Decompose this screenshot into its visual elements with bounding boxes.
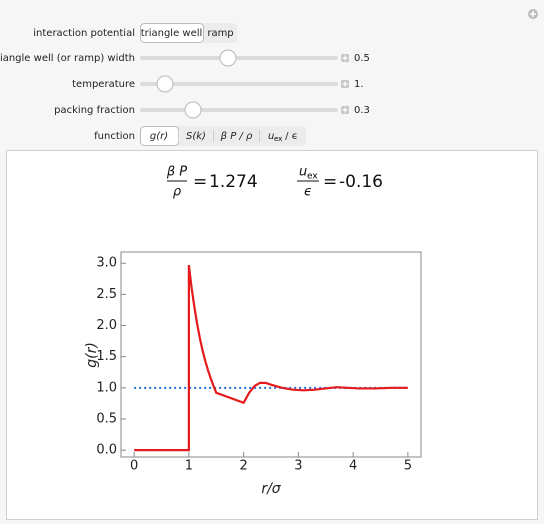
energy-value: -0.16 <box>339 172 383 192</box>
equals: = <box>193 172 207 192</box>
option-button[interactable]: triangle well <box>141 28 203 39</box>
fraction-subscript: ex <box>307 172 318 182</box>
plot-frame <box>120 251 422 458</box>
slider-track <box>140 56 338 60</box>
slider-label: triangle well (or ramp) width <box>0 53 135 64</box>
fraction-denominator: ϵ <box>304 185 312 200</box>
slider-plus-sign <box>342 81 348 87</box>
button-selected[interactable] <box>140 23 204 43</box>
option-button[interactable]: S(k) <box>186 131 206 142</box>
x-tick-label: 2 <box>239 459 247 474</box>
slider-thumb[interactable] <box>219 49 237 67</box>
fraction-denominator: ρ <box>173 185 182 200</box>
y-tick-label: 2.5 <box>96 287 117 302</box>
y-tick-label: 2.0 <box>96 318 117 333</box>
button-group <box>140 126 306 146</box>
x-axis-label: r/σ <box>261 481 281 497</box>
slider-plus-sign <box>342 107 348 113</box>
fraction-numerator: β P <box>166 165 187 180</box>
y-tick-label: 1.5 <box>96 349 117 364</box>
x-tick-label: 1 <box>185 459 193 474</box>
y-tick-label: 3.0 <box>96 256 117 271</box>
equals: = <box>323 172 337 192</box>
y-tick-label: 0.5 <box>96 411 117 426</box>
pressure-value: 1.274 <box>209 172 258 192</box>
control-label: function <box>94 131 135 142</box>
data-line <box>134 264 408 452</box>
y-tick-label: 1.0 <box>96 380 117 395</box>
option-button[interactable]: g(r) <box>150 131 168 142</box>
x-tick-label: 4 <box>349 459 357 474</box>
option-button[interactable]: / ϵ <box>282 131 298 142</box>
option-button[interactable]: β P / ρ <box>220 131 253 142</box>
options-icon-plus <box>530 11 536 17</box>
x-tick-label: 0 <box>130 459 138 474</box>
slider-thumb[interactable] <box>184 101 202 119</box>
x-tick-label: 5 <box>404 459 412 474</box>
slider-value: 1. <box>354 79 364 90</box>
x-tick-label: 3 <box>294 459 302 474</box>
fraction-numerator: u <box>299 165 307 180</box>
y-tick-label: 0.0 <box>96 443 117 458</box>
slider-plus-sign <box>342 55 348 61</box>
slider-label: packing fraction <box>54 105 135 116</box>
option-button[interactable]: u <box>268 131 274 142</box>
option-button[interactable]: ramp <box>207 28 233 39</box>
slider-label: temperature <box>72 79 135 90</box>
slider-thumb[interactable] <box>156 75 174 93</box>
slider-track <box>140 82 338 86</box>
control-label: interaction potential <box>33 28 135 39</box>
y-axis-label: g(r) <box>84 342 100 368</box>
slider-value: 0.3 <box>354 105 370 116</box>
option-button-subscript: ex <box>274 135 282 143</box>
slider-track <box>140 108 338 112</box>
slider-value: 0.5 <box>354 53 370 64</box>
